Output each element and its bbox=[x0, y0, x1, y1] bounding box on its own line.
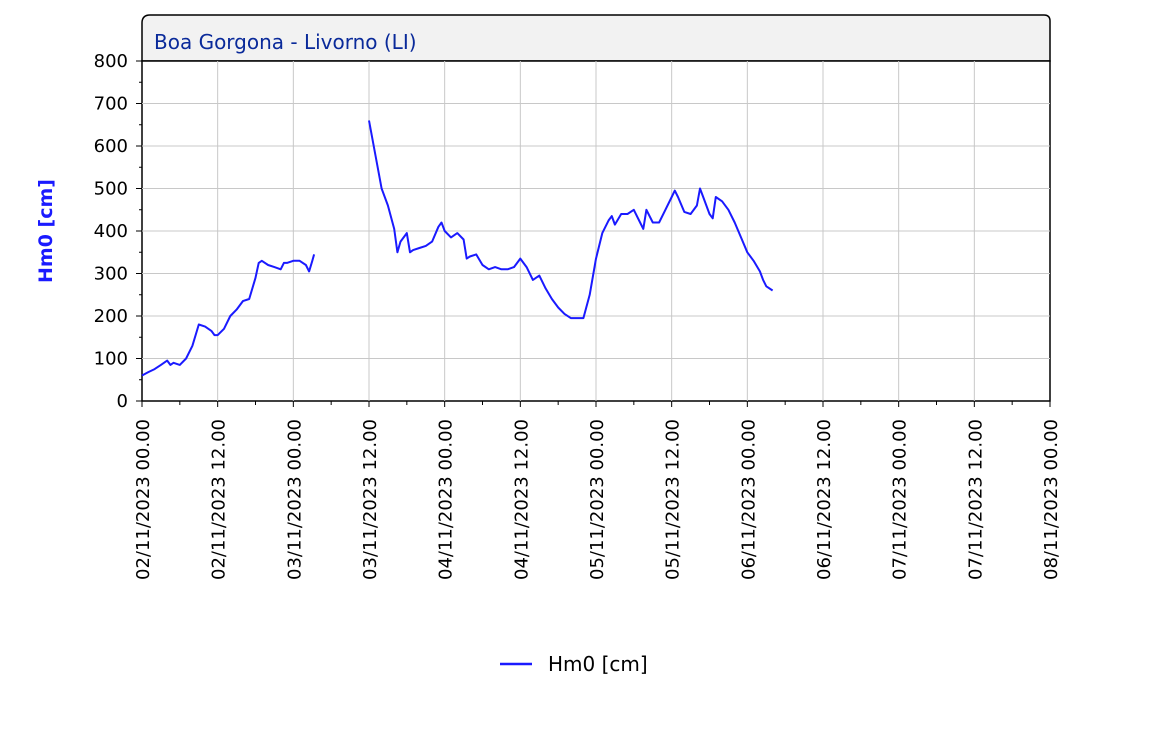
x-tick-label: 03/11/2023 12.00 bbox=[360, 419, 381, 580]
x-tick-label: 03/11/2023 00.00 bbox=[284, 419, 305, 580]
series-line-segment-2 bbox=[368, 120, 774, 320]
x-tick-label: 04/11/2023 00.00 bbox=[436, 419, 457, 580]
legend-label: Hm0 [cm] bbox=[548, 652, 648, 676]
series-lines bbox=[141, 120, 774, 377]
y-tick-label: 300 bbox=[94, 264, 128, 285]
x-tick-label: 02/11/2023 12.00 bbox=[209, 419, 230, 580]
series-line-segment-1 bbox=[141, 254, 316, 377]
x-tick-label: 05/11/2023 12.00 bbox=[663, 419, 684, 580]
y-tick-label: 400 bbox=[94, 221, 128, 242]
chart-title: Boa Gorgona - Livorno (LI) bbox=[154, 30, 417, 54]
y-axis: 0 100 200 300 400 500 600 700 800 bbox=[94, 51, 142, 412]
x-tick-label: 06/11/2023 12.00 bbox=[814, 419, 835, 580]
x-tick-label: 08/11/2023 00.00 bbox=[1041, 419, 1062, 580]
y-tick-label: 700 bbox=[94, 94, 128, 115]
y-axis-label: Hm0 [cm] bbox=[35, 179, 57, 283]
x-tick-label: 06/11/2023 00.00 bbox=[738, 419, 759, 580]
x-tick-label: 04/11/2023 12.00 bbox=[511, 419, 532, 580]
x-axis: 02/11/2023 00.00 02/11/2023 12.00 03/11/20… bbox=[133, 401, 1062, 580]
x-tick-label: 07/11/2023 12.00 bbox=[965, 419, 986, 580]
x-tick-label: 05/11/2023 00.00 bbox=[587, 419, 608, 580]
x-tick-label: 07/11/2023 00.00 bbox=[890, 419, 911, 580]
y-tick-label: 600 bbox=[94, 136, 128, 157]
y-tick-label: 0 bbox=[117, 391, 128, 412]
y-tick-label: 200 bbox=[94, 306, 128, 327]
x-tick-label: 02/11/2023 00.00 bbox=[133, 419, 154, 580]
y-tick-label: 800 bbox=[94, 51, 128, 72]
y-tick-label: 100 bbox=[94, 349, 128, 370]
y-tick-label: 500 bbox=[94, 179, 128, 200]
